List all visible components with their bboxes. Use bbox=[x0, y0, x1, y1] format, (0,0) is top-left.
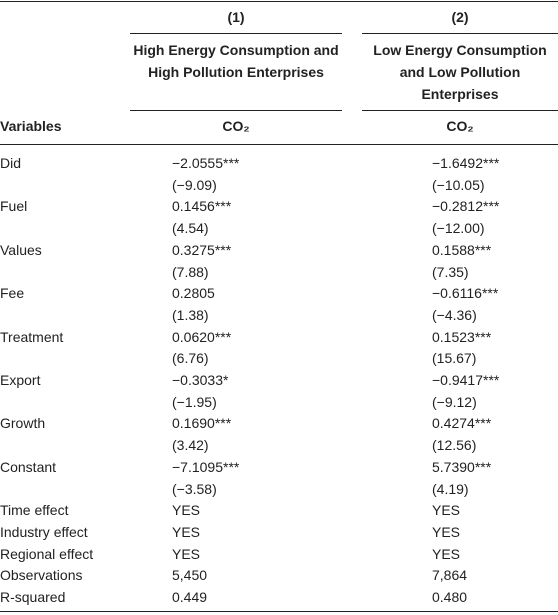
row-label: Did bbox=[0, 155, 22, 171]
coefficient: 0.480 bbox=[432, 589, 468, 605]
t-statistic: (−4.36) bbox=[432, 306, 477, 323]
coefficient: 5.7390*** bbox=[432, 458, 492, 475]
coefficient: 0.1523*** bbox=[432, 328, 492, 345]
coefficient: 0.1588*** bbox=[432, 241, 492, 258]
t-statistic: (−9.12) bbox=[432, 393, 477, 410]
column-rule bbox=[362, 33, 558, 34]
row-label: Constant bbox=[0, 458, 57, 475]
coefficient: 0.1456*** bbox=[172, 198, 232, 215]
column-title: Low Energy Consumption and Low Pollution… bbox=[373, 42, 547, 102]
coefficient: 0.0620*** bbox=[172, 328, 232, 345]
column-number: (2) bbox=[451, 9, 469, 25]
row-label: Fee bbox=[0, 285, 25, 302]
row-label: Values bbox=[0, 241, 42, 258]
t-statistic: (7.88) bbox=[172, 263, 209, 280]
dependent-variable: CO₂ bbox=[446, 118, 474, 134]
coefficient: −0.9417*** bbox=[432, 372, 500, 388]
top-rule bbox=[0, 1, 558, 2]
row-label: Time effect bbox=[0, 502, 69, 519]
t-statistic: (−10.05) bbox=[432, 176, 485, 193]
t-statistic: (7.35) bbox=[432, 263, 469, 280]
t-statistic: (4.19) bbox=[432, 480, 469, 497]
coefficient: 7,864 bbox=[432, 567, 468, 584]
coefficient: YES bbox=[172, 523, 201, 540]
t-statistic: (6.76) bbox=[172, 350, 209, 367]
row-label: Observations bbox=[0, 567, 83, 584]
row-label: Regional effect bbox=[0, 545, 94, 562]
coefficient: −7.1095*** bbox=[172, 458, 240, 475]
t-statistic: (3.42) bbox=[172, 437, 209, 454]
t-statistic: (−12.00) bbox=[432, 220, 485, 237]
t-statistic: (−1.95) bbox=[172, 393, 217, 410]
coefficient: 0.449 bbox=[172, 589, 208, 605]
t-statistic: (15.67) bbox=[432, 350, 477, 367]
bottom-rule bbox=[0, 611, 558, 612]
column-rule bbox=[130, 33, 342, 34]
row-label: Fuel bbox=[0, 198, 28, 215]
t-statistic: (1.38) bbox=[172, 306, 209, 323]
coefficient: 5,450 bbox=[172, 567, 208, 584]
row-label: R-squared bbox=[0, 589, 66, 605]
coefficient: YES bbox=[432, 502, 461, 519]
row-label: Industry effect bbox=[0, 523, 88, 540]
coefficient: 0.2805 bbox=[172, 285, 215, 302]
column-rule bbox=[362, 110, 558, 111]
column-rule bbox=[130, 110, 342, 111]
row-label: Export bbox=[0, 372, 41, 388]
t-statistic: (4.54) bbox=[172, 220, 209, 237]
coefficient: YES bbox=[432, 523, 461, 540]
t-statistic: (−9.09) bbox=[172, 176, 217, 193]
coefficient: −1.6492*** bbox=[432, 155, 500, 171]
coefficient: 0.3275*** bbox=[172, 241, 232, 258]
row-label: Treatment bbox=[0, 328, 64, 345]
column-number: (1) bbox=[227, 9, 245, 25]
coefficient: YES bbox=[172, 502, 201, 519]
coefficient: −0.6116*** bbox=[432, 285, 499, 302]
coefficient: 0.1690*** bbox=[172, 415, 232, 432]
coefficient: YES bbox=[432, 545, 461, 562]
coefficient: −0.3033* bbox=[172, 372, 229, 388]
coefficient: YES bbox=[172, 545, 201, 562]
header-rule bbox=[0, 144, 558, 145]
t-statistic: (−3.58) bbox=[172, 480, 217, 497]
row-label: Growth bbox=[0, 415, 46, 432]
coefficient: −2.0555*** bbox=[172, 155, 240, 171]
coefficient: 0.4274*** bbox=[432, 415, 492, 432]
column-title: High Energy Consumption and High Polluti… bbox=[133, 42, 339, 80]
coefficient: −0.2812*** bbox=[432, 198, 500, 215]
stub-header: Variables bbox=[0, 118, 62, 134]
t-statistic: (12.56) bbox=[432, 437, 477, 454]
dependent-variable: CO₂ bbox=[222, 118, 250, 134]
